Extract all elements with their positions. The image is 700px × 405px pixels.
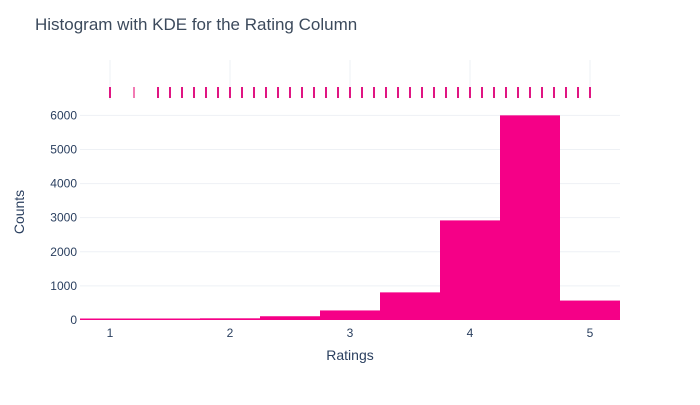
histogram-bar bbox=[380, 292, 440, 320]
y-axis-label: Counts bbox=[11, 190, 27, 234]
rug-plot bbox=[109, 87, 591, 98]
x-tick-label: 1 bbox=[107, 326, 114, 340]
x-tick-label: 2 bbox=[227, 326, 234, 340]
x-tick-label: 5 bbox=[587, 326, 594, 340]
y-tick-label: 0 bbox=[70, 313, 77, 327]
x-tick-label: 4 bbox=[467, 326, 474, 340]
histogram-bar bbox=[80, 318, 140, 320]
y-tick-label: 2000 bbox=[50, 245, 77, 259]
histogram-bars bbox=[80, 115, 620, 320]
histogram-bar bbox=[560, 300, 620, 320]
histogram-bar bbox=[260, 316, 320, 320]
x-axis-label: Ratings bbox=[326, 347, 373, 363]
y-axis-ticks: 0 1000 2000 3000 4000 5000 6000 bbox=[50, 108, 77, 327]
x-tick-label: 3 bbox=[347, 326, 354, 340]
histogram-bar bbox=[320, 310, 380, 320]
x-axis-ticks: 1 2 3 4 5 bbox=[107, 326, 594, 340]
y-tick-label: 1000 bbox=[50, 279, 77, 293]
y-tick-label: 4000 bbox=[50, 177, 77, 191]
y-tick-label: 5000 bbox=[50, 142, 77, 156]
chart-title: Histogram with KDE for the Rating Column bbox=[35, 15, 357, 34]
y-tick-label: 6000 bbox=[50, 108, 77, 122]
histogram-bar bbox=[440, 220, 500, 320]
histogram-bar bbox=[500, 115, 560, 320]
histogram-bar bbox=[140, 318, 200, 320]
histogram-bar bbox=[200, 318, 260, 320]
y-tick-label: 3000 bbox=[50, 211, 77, 225]
